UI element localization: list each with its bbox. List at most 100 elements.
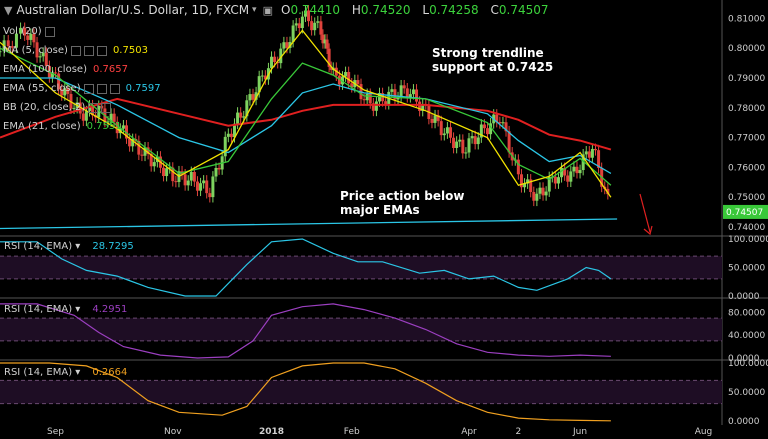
candle-body	[356, 80, 360, 85]
indicator-row[interactable]: Vol (20)	[3, 22, 161, 41]
rsi-band-fill	[0, 380, 722, 404]
indicator-row[interactable]: EMA (55, close) 0.7597	[3, 79, 161, 98]
candle-body	[23, 27, 27, 36]
x-axis-tick: Feb	[344, 427, 360, 437]
candle-body	[137, 140, 141, 155]
indicator-row[interactable]: BB (20, close, 2)	[3, 98, 161, 117]
x-axis-tick: Nov	[164, 427, 182, 437]
candle-body	[63, 88, 67, 96]
candle-body	[300, 16, 304, 29]
close-icon[interactable]	[96, 45, 107, 56]
candle-body	[10, 46, 14, 48]
settings-icon[interactable]	[96, 83, 107, 94]
candle-body	[165, 168, 169, 177]
logo-icon: ▼	[4, 3, 13, 17]
candle-body	[44, 52, 48, 66]
indicator-row[interactable]: MA (5, close) 0.7503	[3, 41, 161, 60]
candle-body	[467, 138, 471, 153]
candle-body	[57, 73, 61, 90]
candle-body	[313, 22, 317, 31]
candle-body	[41, 52, 45, 57]
candle-body	[340, 76, 344, 85]
candle-body	[208, 193, 212, 198]
open-value: 0.74410	[290, 3, 341, 17]
rsi-panel-1-label[interactable]: RSI (14, EMA) ▾ 28.7295	[4, 241, 134, 252]
low-value: 0.74258	[429, 3, 479, 17]
candle-body	[458, 139, 462, 142]
candle-body	[35, 42, 39, 58]
chevron-down-icon[interactable]: ▾	[75, 367, 81, 378]
candle-body	[307, 10, 311, 22]
candle-body	[421, 104, 425, 111]
candle-body	[501, 122, 505, 124]
candle-body	[544, 191, 548, 196]
candle-body	[390, 89, 394, 92]
candle-body	[325, 39, 329, 49]
x-axis-tick: Aug	[695, 427, 713, 437]
rsi-axis-tick: 0.0000	[728, 292, 760, 302]
candle-body	[470, 136, 474, 139]
title-dropdown-icon[interactable]: ▾	[252, 5, 257, 15]
eye-icon[interactable]	[83, 83, 94, 94]
header-eye-icon[interactable]: ▣	[262, 3, 273, 17]
candle-body	[323, 39, 327, 44]
close-icon[interactable]	[109, 83, 120, 94]
candle-body	[461, 139, 465, 154]
chevron-down-icon[interactable]: ▾	[75, 241, 81, 252]
close-key: C	[490, 3, 499, 17]
eye-icon[interactable]	[88, 102, 99, 113]
indicator-label: EMA (21, close)	[3, 121, 81, 132]
x-axis-tick: Sep	[47, 427, 64, 437]
candle-body	[396, 97, 400, 100]
close-value: 0.74507	[498, 3, 549, 17]
indicator-value: 0.7551	[86, 121, 122, 132]
chevron-down-icon[interactable]: ▾	[75, 304, 81, 315]
panel-label: RSI (14, EMA)	[4, 304, 73, 315]
candle-body	[115, 121, 119, 134]
candle-body	[575, 166, 579, 174]
candle-body	[109, 113, 113, 122]
rsi-panel-3-label[interactable]: RSI (14, EMA) ▾ 0.2664	[4, 367, 127, 378]
settings-icon[interactable]	[83, 45, 94, 56]
candle-body	[433, 115, 437, 123]
settings-icon[interactable]	[44, 26, 55, 37]
series-line	[0, 29, 612, 198]
candle-body	[291, 25, 295, 42]
indicator-row[interactable]: EMA (100, close) 0.7657	[3, 60, 161, 79]
candle-body	[547, 177, 551, 192]
indicator-row[interactable]: EMA (21, close) 0.7551	[3, 117, 161, 136]
candle-body	[128, 138, 132, 147]
symbol-title[interactable]: Australian Dollar/U.S. Dollar, 1D, FXCM	[16, 3, 250, 17]
candle-body	[162, 167, 166, 177]
candle-body	[452, 137, 456, 148]
candle-body	[297, 23, 301, 29]
high-value: 0.74520	[360, 3, 411, 17]
candle-body	[476, 137, 480, 145]
rsi-axis-tick: 0.0000	[728, 417, 760, 427]
series-line	[0, 47, 612, 186]
eye-icon[interactable]	[70, 45, 81, 56]
candle-body	[91, 105, 95, 116]
candle-body	[195, 181, 199, 191]
candle-body	[72, 108, 76, 110]
series-line	[0, 218, 618, 230]
candle-body	[171, 167, 175, 182]
candle-body	[371, 103, 375, 111]
x-axis-tick: Apr	[461, 427, 477, 437]
rsi-axis-tick: 100.0000	[728, 359, 768, 369]
candle-body	[532, 191, 536, 201]
candle-body	[146, 147, 150, 155]
candle-body	[270, 56, 274, 69]
rsi-panel-2-label[interactable]: RSI (14, EMA) ▾ 4.2951	[4, 304, 127, 315]
candle-body	[121, 125, 125, 129]
settings-icon[interactable]	[101, 102, 112, 113]
candle-body	[174, 181, 178, 183]
rsi-axis-tick: 0.0000	[728, 354, 760, 364]
candle-body	[578, 170, 582, 174]
candle-body	[214, 167, 218, 177]
indicator-label: EMA (100, close)	[3, 64, 87, 75]
candle-body	[54, 72, 58, 74]
candle-body	[507, 131, 511, 153]
candle-body	[186, 180, 190, 186]
